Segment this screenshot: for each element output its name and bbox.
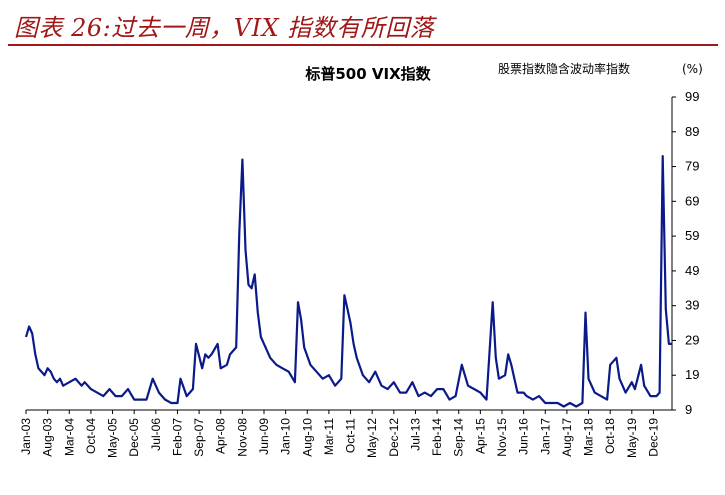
x-tick-label: Oct-04 [84, 418, 98, 454]
x-tick-label: Aug-03 [41, 418, 55, 457]
x-tick-label: May-05 [106, 418, 120, 458]
x-tick-label: Feb-07 [170, 418, 184, 456]
x-tick-label: Jan-03 [19, 418, 33, 455]
x-tick-label: Nov-08 [235, 418, 249, 457]
x-tick-label: Mar-11 [322, 418, 336, 455]
y-axis-label: 股票指数隐含波动率指数 [498, 61, 630, 76]
figure-caption: 图表 26:过去一周，VIX 指数有所回落 [14, 14, 435, 42]
y-tick-label: 59 [685, 228, 699, 243]
x-tick-label: Oct-11 [344, 418, 358, 453]
x-tick-label: Mar-18 [582, 418, 596, 456]
x-tick-label: Jul-06 [149, 418, 163, 451]
x-tick-label: Jun-09 [257, 418, 271, 455]
x-tick-label: Sep-07 [192, 418, 206, 457]
caption-underline [8, 44, 718, 46]
y-tick-label: 69 [685, 193, 699, 208]
x-tick-label: Nov-15 [495, 418, 509, 457]
y-tick-label: 39 [685, 298, 699, 313]
x-tick-label: Aug-17 [560, 418, 574, 457]
x-tick-label: Dec-12 [387, 418, 401, 457]
x-tick-label: Dec-19 [646, 418, 660, 457]
chart-title: 标普500 VIX指数 [304, 65, 431, 83]
axes [26, 97, 673, 411]
x-tick-label: Oct-18 [603, 418, 617, 454]
x-tick-label: Jan-10 [279, 418, 293, 455]
x-tick-labels: Jan-03 Aug-03 Mar-04 Oct-04 May-05 Dec-05 Jul-… [19, 410, 660, 458]
x-tick-label: Feb-14 [430, 418, 444, 456]
x-tick-label: May-19 [625, 418, 639, 458]
y-tick-label: 9 [685, 402, 692, 417]
x-tick-label: Jun-16 [517, 418, 531, 455]
x-tick-label: Jul-13 [408, 418, 422, 451]
y-tick-label: 29 [685, 332, 699, 347]
x-tick-label: Jan-17 [538, 418, 552, 455]
y-axis-unit: (%) [682, 62, 703, 76]
y-tick-label: 99 [685, 89, 699, 104]
figure-header: 图表 26:过去一周，VIX 指数有所回落 [0, 0, 725, 48]
y-tick-label: 89 [685, 124, 699, 139]
x-tick-label: Aug-10 [300, 418, 314, 457]
y-tick-labels: 9 19 29 39 49 59 69 79 89 99 [672, 89, 699, 417]
x-tick-label: Dec-05 [127, 418, 141, 457]
x-tick-label: May-12 [365, 418, 379, 458]
y-tick-label: 49 [685, 263, 699, 278]
vix-series-line [24, 155, 672, 408]
x-tick-label: Apr-15 [473, 418, 487, 454]
x-tick-label: Mar-04 [62, 418, 76, 456]
series-group [24, 155, 672, 408]
y-tick-label: 19 [685, 367, 699, 382]
x-tick-label: Apr-08 [214, 418, 228, 454]
x-tick-label: Sep-14 [452, 418, 466, 457]
y-tick-label: 79 [685, 159, 699, 174]
